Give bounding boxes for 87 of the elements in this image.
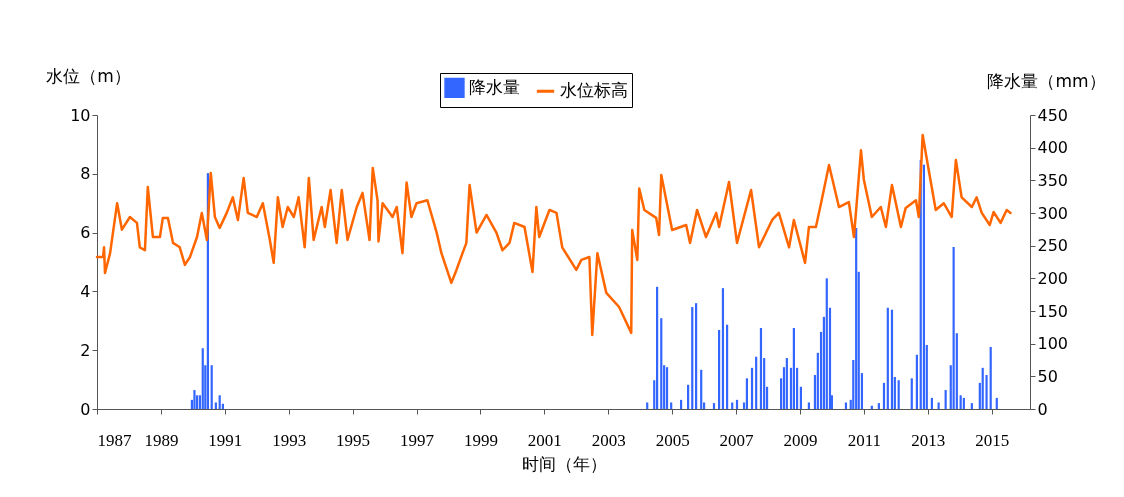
bar [825, 278, 828, 409]
y-axis-title: 水位（m） [46, 65, 131, 86]
y2-tick-label: 450 [1037, 105, 1069, 125]
bar [700, 369, 703, 409]
x-tick-label: 2013 [911, 430, 946, 450]
x-tick-label: 1993 [272, 430, 307, 450]
bar [725, 324, 729, 409]
x-tick-label: 1991 [208, 430, 243, 450]
y2-tick-label: 150 [1037, 301, 1069, 321]
bar [855, 228, 858, 409]
bar [718, 329, 721, 409]
bar [214, 402, 217, 409]
y-tick-label: 6 [80, 223, 91, 243]
y-tick-label: 0 [80, 399, 91, 419]
x-tick-label: 2009 [783, 430, 818, 450]
bar [218, 395, 221, 409]
legend-label: 降水量 [469, 76, 520, 97]
y-tick-label: 8 [80, 164, 91, 184]
bar [721, 288, 725, 409]
bar [970, 403, 973, 409]
y2-tick-label: 400 [1037, 138, 1069, 158]
bar [952, 246, 955, 409]
bar [759, 327, 763, 409]
bar [962, 397, 965, 409]
bar [691, 307, 694, 409]
x-tick-label: 2007 [719, 430, 755, 450]
bar [844, 402, 848, 409]
y2-axis-title: 降水量（mm） [987, 70, 1106, 91]
y-tick-label: 10 [70, 105, 91, 125]
bar [989, 346, 992, 409]
y2-tick-label: 250 [1037, 236, 1069, 256]
bar [665, 367, 669, 409]
line-series [95, 133, 1012, 337]
y2-tick-label: 300 [1037, 203, 1069, 223]
bar [646, 402, 649, 409]
bar [712, 403, 716, 409]
bar [799, 386, 802, 409]
bar [882, 382, 886, 409]
x-tick-label: 1987 [97, 430, 132, 450]
bar [807, 402, 810, 409]
x-tick-label: 2015 [975, 430, 1010, 450]
bar [930, 397, 934, 409]
bar [731, 402, 734, 409]
bar [877, 403, 880, 409]
y2-tick-label: 200 [1037, 268, 1069, 288]
bar [886, 307, 889, 409]
bar [745, 378, 748, 409]
bar [193, 390, 196, 409]
y2-tick-label: 50 [1037, 366, 1058, 386]
x-tick-label: 2001 [527, 430, 562, 450]
bar [656, 286, 659, 409]
bar [785, 358, 788, 409]
x-axis-title: 时间（年） [521, 453, 607, 474]
bar [670, 402, 673, 409]
bar [937, 402, 940, 409]
y2-tick-label: 350 [1037, 170, 1069, 190]
y2-tick-label: 100 [1037, 334, 1069, 354]
bar [910, 378, 913, 409]
bar [750, 367, 754, 409]
bar [755, 356, 758, 409]
bar [679, 399, 683, 409]
bar [897, 380, 900, 409]
x-tick-label: 1989 [144, 430, 179, 450]
bar [792, 327, 795, 409]
bar [890, 309, 894, 409]
bar [210, 365, 213, 409]
y-tick-label: 2 [80, 340, 91, 360]
x-tick-label: 1995 [336, 430, 371, 450]
y2-tick-label: 0 [1037, 399, 1048, 419]
x-tick-label: 1999 [463, 430, 498, 450]
bar [981, 367, 984, 409]
bar [695, 303, 698, 409]
x-tick-label: 2003 [591, 430, 626, 450]
bar [922, 164, 926, 409]
y-tick-label: 4 [80, 281, 91, 301]
x-tick-label: 2011 [847, 430, 882, 450]
x-tick-label: 2005 [655, 430, 690, 450]
bar [687, 384, 690, 409]
bar [944, 390, 947, 409]
legend-label: 水位标高 [560, 80, 628, 101]
bar [915, 354, 918, 409]
bar [959, 395, 962, 409]
bar [660, 318, 663, 409]
x-tick-label: 1997 [400, 430, 435, 450]
bar [995, 397, 998, 409]
bar [735, 399, 739, 409]
bar [201, 348, 204, 409]
